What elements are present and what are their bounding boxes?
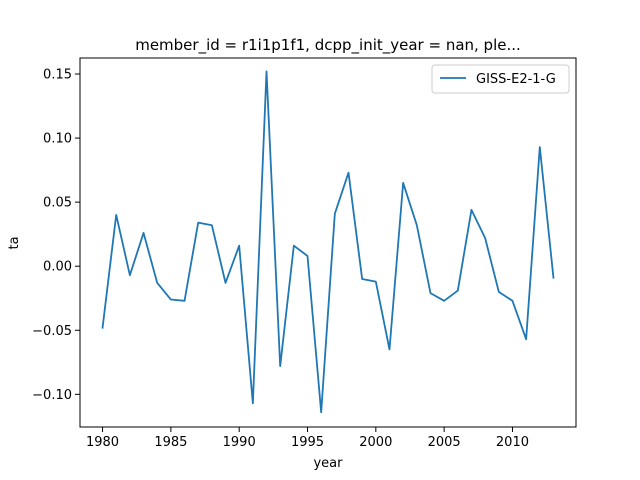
x-tick-label: 2000: [359, 435, 392, 450]
y-tick-label: 0.10: [43, 132, 72, 147]
y-tick-label: 0.00: [43, 260, 72, 275]
legend-label: GISS-E2-1-G: [476, 72, 556, 87]
plot-area: [101, 70, 555, 414]
x-tick-label: 1985: [154, 435, 187, 450]
y-tick-label: −0.05: [32, 324, 72, 339]
y-tick-label: 0.15: [43, 68, 72, 83]
x-tick-label: 2010: [496, 435, 529, 450]
y-tick-label: −0.10: [32, 388, 72, 403]
x-tick-label: 1990: [223, 435, 256, 450]
legend-box: [431, 64, 570, 94]
x-tick-label: 1980: [86, 435, 119, 450]
axes-frame: [79, 57, 577, 428]
legend: GISS-E2-1-G: [431, 64, 570, 94]
chart-title: member_id = r1i1p1f1, dcpp_init_year = n…: [135, 36, 521, 55]
y-axis-label: ta: [7, 236, 22, 249]
x-tick-label: 2005: [428, 435, 461, 450]
x-tick-label: 1995: [291, 435, 324, 450]
series-line-0: [101, 70, 555, 414]
x-axis-label: year: [313, 456, 343, 471]
x-axis: 1980 1985 1990 1995 2000 2005 2010: [86, 427, 529, 450]
y-tick-label: 0.05: [43, 196, 72, 211]
y-axis: −0.10 −0.05 0.00 0.05 0.10 0.15: [32, 68, 80, 403]
